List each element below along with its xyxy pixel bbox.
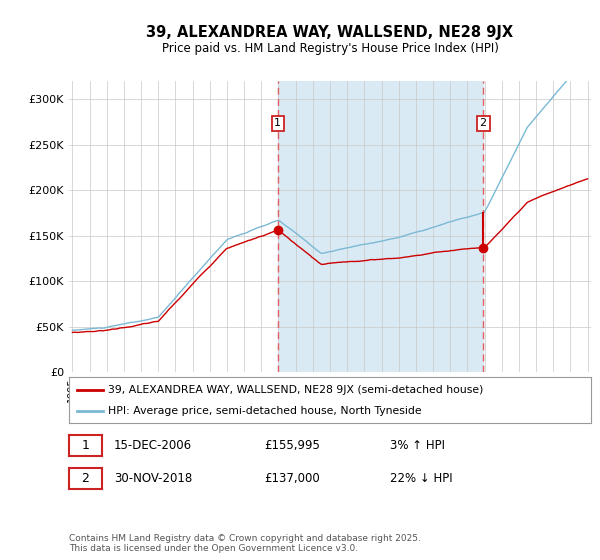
Bar (278, 81, 483, 372)
Text: 30-NOV-2018: 30-NOV-2018 (114, 472, 192, 486)
Text: Price paid vs. HM Land Registry's House Price Index (HPI): Price paid vs. HM Land Registry's House … (161, 42, 499, 55)
Text: HPI: Average price, semi-detached house, North Tyneside: HPI: Average price, semi-detached house,… (108, 407, 422, 416)
Text: 1: 1 (274, 118, 281, 128)
Text: £155,995: £155,995 (264, 438, 320, 452)
Text: 2: 2 (479, 118, 487, 128)
Text: Contains HM Land Registry data © Crown copyright and database right 2025.
This d: Contains HM Land Registry data © Crown c… (69, 534, 421, 553)
Text: 22% ↓ HPI: 22% ↓ HPI (390, 472, 452, 486)
Text: £137,000: £137,000 (264, 472, 320, 486)
Text: 3% ↑ HPI: 3% ↑ HPI (390, 438, 445, 452)
Text: 39, ALEXANDREA WAY, WALLSEND, NE28 9JX (semi-detached house): 39, ALEXANDREA WAY, WALLSEND, NE28 9JX (… (108, 385, 484, 395)
Text: 15-DEC-2006: 15-DEC-2006 (114, 438, 192, 452)
Text: 2: 2 (82, 472, 89, 486)
Text: 39, ALEXANDREA WAY, WALLSEND, NE28 9JX: 39, ALEXANDREA WAY, WALLSEND, NE28 9JX (146, 25, 514, 40)
Text: 1: 1 (82, 438, 89, 452)
